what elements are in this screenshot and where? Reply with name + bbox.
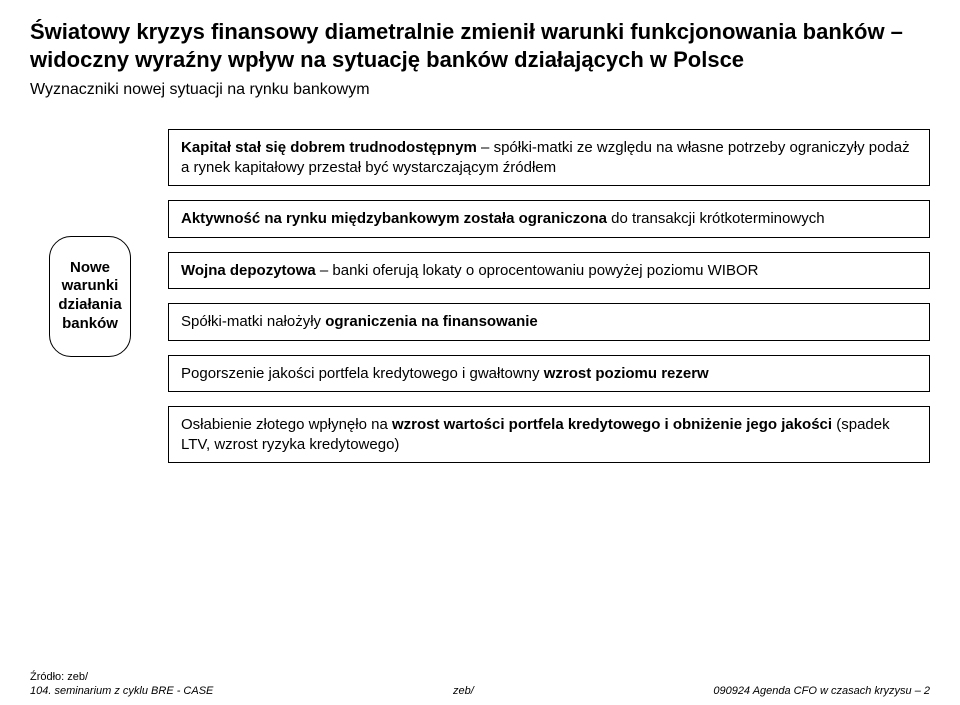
info-box: Osłabienie złotego wpłynęło na wzrost wa… <box>168 406 930 463</box>
box-text: do transakcji krótkoterminowych <box>607 210 825 227</box>
info-box: Spółki-matki nałożyły ograniczenia na fi… <box>168 303 930 341</box>
content-row: Nowe warunki działania banków Kapitał st… <box>30 129 930 463</box>
conditions-pill: Nowe warunki działania banków <box>49 236 130 357</box>
slide-subtitle: Wyznaczniki nowej sytuacji na rynku bank… <box>30 81 930 99</box>
box-text-bold: Aktywność na rynku międzybankowym został… <box>181 210 607 227</box>
footer-right: 090924 Agenda CFO w czasach kryzysu – 2 <box>713 685 930 697</box>
box-text: – banki oferują lokaty o oprocentowaniu … <box>316 262 759 279</box>
box-text: Pogorszenie jakości portfela kredytowego… <box>181 365 544 382</box>
info-box: Pogorszenie jakości portfela kredytowego… <box>168 355 930 393</box>
box-text-bold: Wojna depozytowa <box>181 262 316 279</box>
pill-line: działania <box>58 296 121 315</box>
box-text: Spółki-matki nałożyły <box>181 313 325 330</box>
footer-source: Źródło: zeb/ <box>30 671 930 683</box>
footer-left: 104. seminarium z cyklu BRE - CASE <box>30 685 213 697</box>
box-text-bold: wzrost wartości portfela kredytowego i o… <box>392 416 832 433</box>
box-text-bold: wzrost poziomu rezerw <box>544 365 709 382</box>
footer-bottom-row: 104. seminarium z cyklu BRE - CASE zeb/ … <box>30 685 930 697</box>
boxes-column: Kapitał stał się dobrem trudnodostępnym … <box>168 129 930 463</box>
pill-line: banków <box>58 315 121 334</box>
box-text-bold: ograniczenia na finansowanie <box>325 313 538 330</box>
box-text-bold: Kapitał stał się dobrem trudnodostępnym <box>181 139 477 156</box>
left-column: Nowe warunki działania banków <box>30 236 150 357</box>
pill-line: Nowe <box>58 259 121 278</box>
info-box: Kapitał stał się dobrem trudnodostępnym … <box>168 129 930 186</box>
footer-center: zeb/ <box>453 685 474 697</box>
box-text: Osłabienie złotego wpłynęło na <box>181 416 392 433</box>
info-box: Wojna depozytowa – banki oferują lokaty … <box>168 252 930 290</box>
footer: Źródło: zeb/ 104. seminarium z cyklu BRE… <box>30 671 930 697</box>
info-box: Aktywność na rynku międzybankowym został… <box>168 200 930 238</box>
pill-line: warunki <box>58 277 121 296</box>
slide-title: Światowy kryzys finansowy diametralnie z… <box>30 18 930 73</box>
